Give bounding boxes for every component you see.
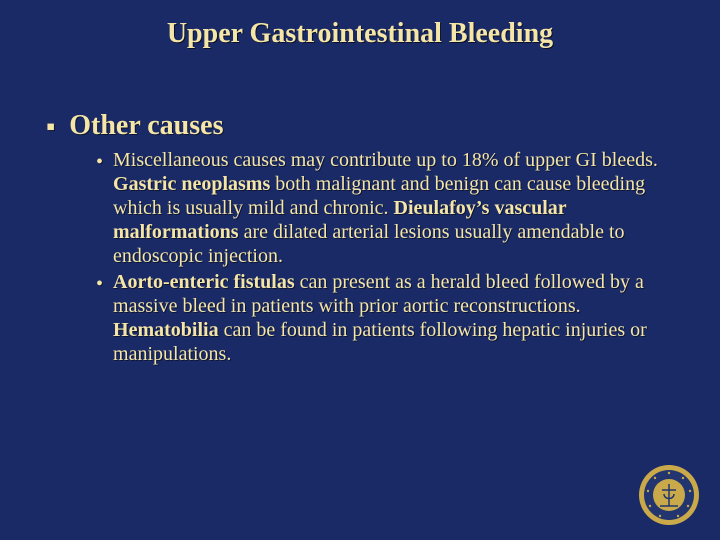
text-run: Miscellaneous causes may contribute up t… [113,149,658,171]
body-text: Aorto-enteric fistulas can present as a … [113,270,660,366]
body-text: Miscellaneous causes may contribute up t… [113,148,660,268]
section-row: ▪ Other causes [40,110,680,142]
seal-icon [638,464,700,526]
bold-term: Aorto-enteric fistulas [113,271,295,293]
body-list: • Miscellaneous causes may contribute up … [40,148,680,366]
section-heading: Other causes [69,110,223,142]
body-bullet: • [96,272,103,296]
bold-term: Hematobilia [113,319,219,341]
body-item: • Miscellaneous causes may contribute up … [96,148,660,268]
body-item: • Aorto-enteric fistulas can present as a… [96,270,660,366]
bold-term: Gastric neoplasms [113,173,270,195]
section-bullet: ▪ [46,114,55,140]
slide: Upper Gastrointestinal Bleeding ▪ Other … [0,0,720,540]
body-bullet: • [96,150,103,174]
slide-title: Upper Gastrointestinal Bleeding [40,18,680,50]
